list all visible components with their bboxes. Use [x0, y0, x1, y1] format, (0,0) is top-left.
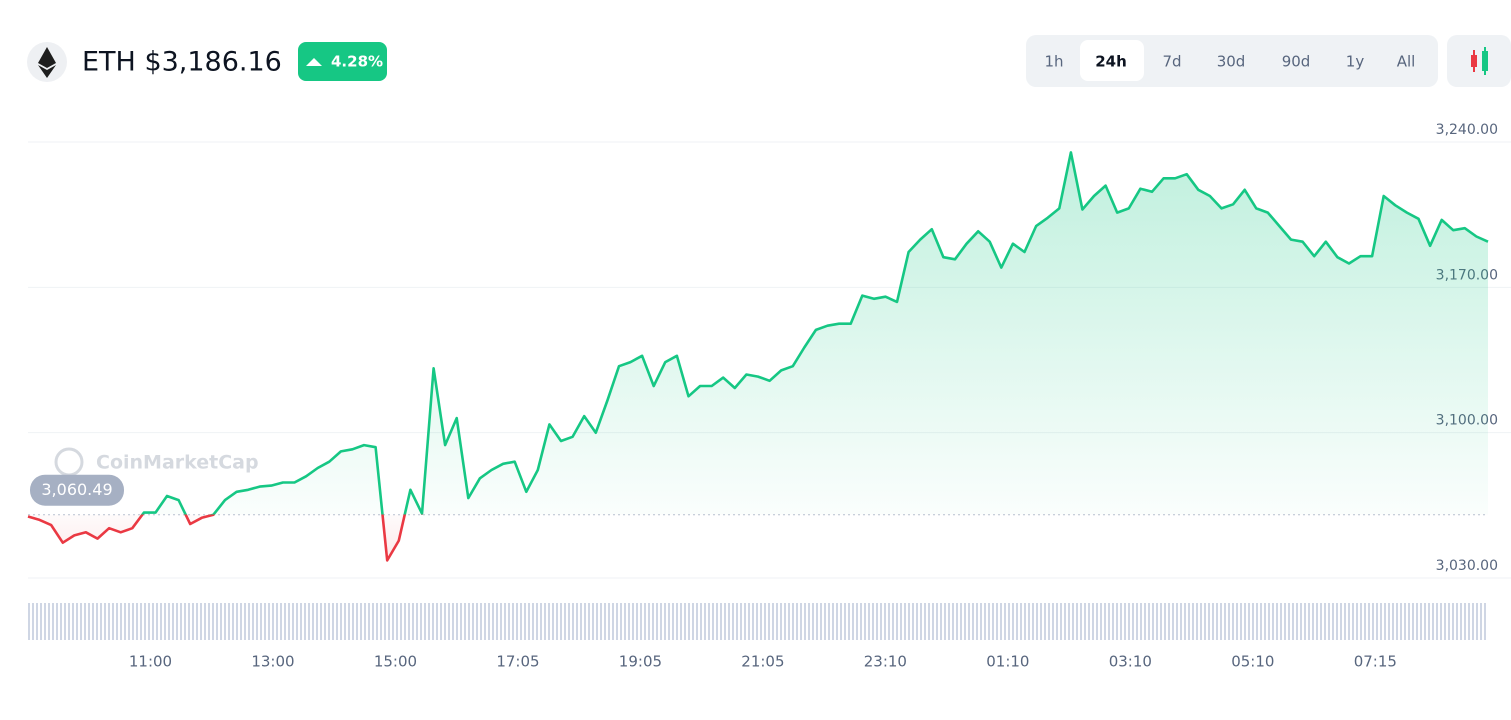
change-badge: [298, 42, 387, 81]
volume-bars: [28, 603, 1488, 640]
eth-icon-bottom: [38, 65, 56, 78]
x-tick-label: 19:05: [619, 653, 662, 671]
x-tick-label: 01:10: [986, 653, 1029, 671]
watermark-text: CoinMarketCap: [96, 452, 259, 474]
price-line: [27, 151, 1489, 562]
up-arrow: [306, 58, 322, 66]
timeframe-tab[interactable]: All: [1397, 53, 1416, 71]
y-tick-label: 3,240.00: [1436, 122, 1498, 138]
eth-icon-top: [38, 47, 56, 68]
change-text: 4.28%: [331, 53, 383, 71]
chart-title: ETH $3,186.16: [82, 47, 282, 78]
active-tab: [1080, 40, 1144, 81]
candle-icon-red: [1471, 55, 1477, 67]
x-tick-label: 21:05: [741, 653, 784, 671]
baseline-label: 3,060.49: [41, 480, 112, 499]
watermark-logo: [54, 447, 84, 477]
x-tick-label: 17:05: [496, 653, 539, 671]
timeframe-tab[interactable]: 1h: [1044, 53, 1063, 71]
x-tick-label: 03:10: [1109, 653, 1152, 671]
timeframe-tab[interactable]: 24h: [1095, 53, 1127, 71]
timeframe-tab[interactable]: 1y: [1346, 53, 1365, 71]
x-tick-label: 07:15: [1354, 653, 1397, 671]
y-tick-label: 3,030.00: [1436, 558, 1498, 574]
x-tick-label: 23:10: [864, 653, 907, 671]
x-tick-label: 13:00: [251, 653, 294, 671]
watermark: CoinMarketCap: [54, 447, 259, 477]
timeframe-tab[interactable]: 30d: [1217, 53, 1246, 71]
candle-icon-green: [1482, 51, 1488, 71]
chart-type-button[interactable]: [1447, 35, 1511, 87]
x-tick-label: 15:00: [374, 653, 417, 671]
price-area: [28, 152, 1488, 561]
timeframe-tab[interactable]: 90d: [1282, 53, 1311, 71]
baseline-pill: [30, 474, 124, 506]
x-tick-label: 05:10: [1231, 653, 1274, 671]
timeframe-tab[interactable]: 7d: [1162, 53, 1181, 71]
x-tick-label: 11:00: [129, 653, 172, 671]
